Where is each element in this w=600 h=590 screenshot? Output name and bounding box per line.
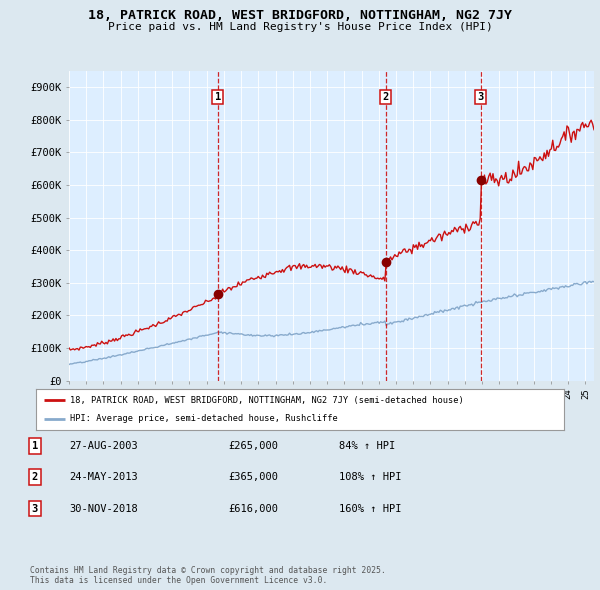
Text: 27-AUG-2003: 27-AUG-2003 xyxy=(69,441,138,451)
Text: 18, PATRICK ROAD, WEST BRIDGFORD, NOTTINGHAM, NG2 7JY (semi-detached house): 18, PATRICK ROAD, WEST BRIDGFORD, NOTTIN… xyxy=(70,396,464,405)
Text: Price paid vs. HM Land Registry's House Price Index (HPI): Price paid vs. HM Land Registry's House … xyxy=(107,22,493,32)
Text: 84% ↑ HPI: 84% ↑ HPI xyxy=(339,441,395,451)
Text: £365,000: £365,000 xyxy=(228,473,278,482)
Text: 160% ↑ HPI: 160% ↑ HPI xyxy=(339,504,401,513)
Text: 18, PATRICK ROAD, WEST BRIDGFORD, NOTTINGHAM, NG2 7JY: 18, PATRICK ROAD, WEST BRIDGFORD, NOTTIN… xyxy=(88,9,512,22)
Text: Contains HM Land Registry data © Crown copyright and database right 2025.
This d: Contains HM Land Registry data © Crown c… xyxy=(30,566,386,585)
Text: 24-MAY-2013: 24-MAY-2013 xyxy=(69,473,138,482)
Text: 3: 3 xyxy=(32,504,38,513)
Text: 2: 2 xyxy=(382,92,389,102)
Text: 1: 1 xyxy=(32,441,38,451)
Text: 30-NOV-2018: 30-NOV-2018 xyxy=(69,504,138,513)
Text: 108% ↑ HPI: 108% ↑ HPI xyxy=(339,473,401,482)
Text: 2: 2 xyxy=(32,473,38,482)
Text: £616,000: £616,000 xyxy=(228,504,278,513)
Text: 1: 1 xyxy=(215,92,221,102)
Text: 3: 3 xyxy=(478,92,484,102)
Text: HPI: Average price, semi-detached house, Rushcliffe: HPI: Average price, semi-detached house,… xyxy=(70,414,338,423)
Text: £265,000: £265,000 xyxy=(228,441,278,451)
